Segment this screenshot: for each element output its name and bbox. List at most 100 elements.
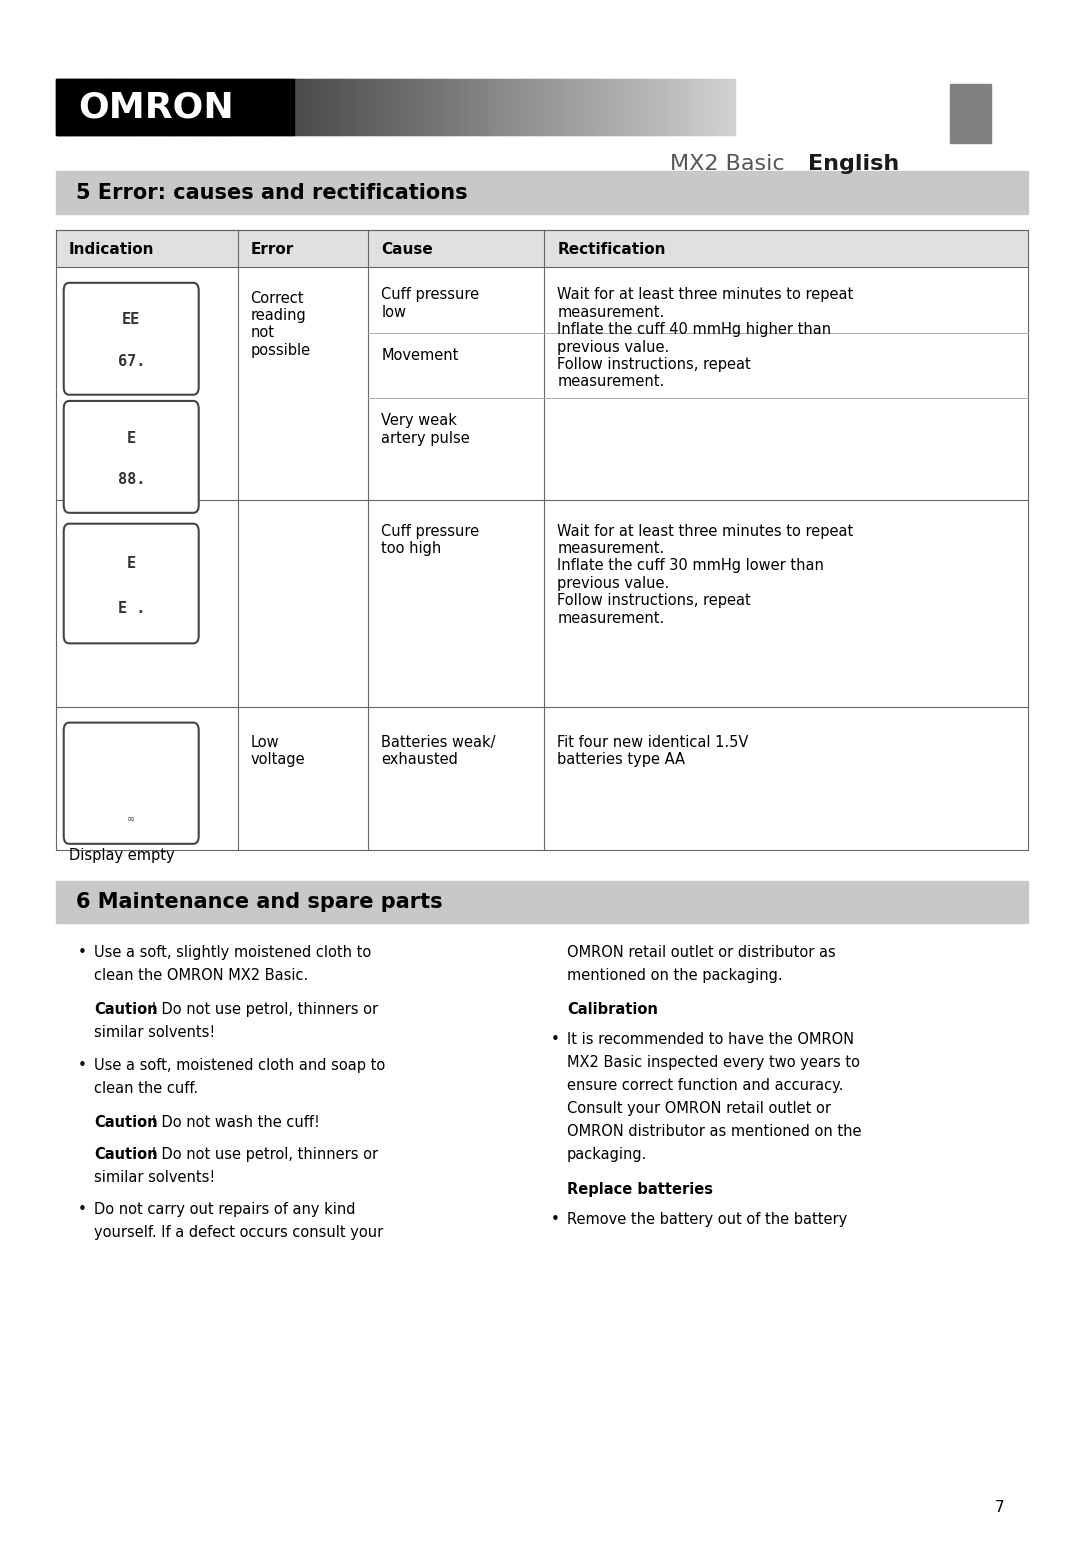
- Text: Caution: Caution: [94, 1116, 158, 1130]
- Bar: [151, 79, 154, 135]
- Bar: [267, 79, 270, 135]
- Bar: [503, 79, 508, 135]
- Text: •: •: [551, 1212, 559, 1226]
- Bar: [316, 79, 320, 135]
- Bar: [710, 79, 713, 135]
- Bar: [244, 79, 247, 135]
- Text: Do not carry out repairs of any kind: Do not carry out repairs of any kind: [94, 1203, 355, 1217]
- Bar: [431, 79, 435, 135]
- Bar: [292, 79, 295, 135]
- Bar: [395, 79, 399, 135]
- Bar: [190, 79, 193, 135]
- Bar: [114, 79, 119, 135]
- Text: •: •: [78, 1058, 86, 1072]
- FancyBboxPatch shape: [64, 283, 199, 395]
- Bar: [294, 79, 297, 135]
- Bar: [718, 79, 721, 135]
- Bar: [302, 79, 306, 135]
- Bar: [573, 79, 577, 135]
- Text: similar solvents!: similar solvents!: [94, 1026, 215, 1040]
- Bar: [730, 79, 733, 135]
- Bar: [352, 79, 355, 135]
- Bar: [269, 79, 272, 135]
- Text: ∞: ∞: [127, 814, 135, 824]
- Bar: [199, 79, 202, 135]
- Bar: [149, 79, 152, 135]
- Bar: [660, 79, 663, 135]
- Bar: [536, 79, 539, 135]
- Bar: [87, 79, 91, 135]
- Bar: [544, 79, 548, 135]
- Bar: [156, 79, 159, 135]
- Text: Cuff pressure
too high: Cuff pressure too high: [381, 524, 480, 556]
- Bar: [221, 79, 225, 135]
- Bar: [217, 79, 220, 135]
- Bar: [381, 79, 386, 135]
- Bar: [565, 79, 568, 135]
- Bar: [75, 79, 78, 135]
- Bar: [724, 79, 727, 135]
- Bar: [232, 79, 235, 135]
- Bar: [534, 79, 537, 135]
- Bar: [72, 79, 76, 135]
- Bar: [176, 79, 179, 135]
- Bar: [183, 79, 186, 135]
- Bar: [662, 79, 665, 135]
- Bar: [598, 79, 602, 135]
- Bar: [626, 79, 630, 135]
- Bar: [60, 79, 64, 135]
- Bar: [606, 79, 609, 135]
- Text: MX2 Basic inspected every two years to: MX2 Basic inspected every two years to: [567, 1055, 860, 1071]
- Bar: [726, 79, 729, 135]
- Bar: [678, 79, 681, 135]
- Bar: [571, 79, 575, 135]
- Bar: [637, 79, 640, 135]
- Bar: [418, 79, 421, 135]
- Bar: [203, 79, 206, 135]
- Bar: [629, 79, 632, 135]
- Bar: [377, 79, 380, 135]
- Text: Remove the battery out of the battery: Remove the battery out of the battery: [567, 1212, 847, 1226]
- Text: Low
voltage: Low voltage: [251, 735, 306, 768]
- Bar: [720, 79, 725, 135]
- Bar: [391, 79, 394, 135]
- Bar: [404, 79, 407, 135]
- Bar: [242, 79, 245, 135]
- Bar: [680, 79, 684, 135]
- Bar: [590, 79, 593, 135]
- Bar: [58, 79, 62, 135]
- Bar: [712, 79, 715, 135]
- Bar: [167, 79, 171, 135]
- Text: similar solvents!: similar solvents!: [94, 1170, 215, 1186]
- Bar: [145, 79, 148, 135]
- Bar: [102, 79, 105, 135]
- Text: ! Do not wash the cuff!: ! Do not wash the cuff!: [151, 1116, 320, 1130]
- Bar: [673, 79, 677, 135]
- Bar: [459, 79, 462, 135]
- Bar: [147, 79, 150, 135]
- Text: Caution: Caution: [94, 1002, 158, 1018]
- Bar: [631, 79, 634, 135]
- Text: ! Do not use petrol, thinners or: ! Do not use petrol, thinners or: [151, 1002, 378, 1018]
- Bar: [676, 79, 679, 135]
- Bar: [409, 79, 413, 135]
- Bar: [699, 79, 702, 135]
- Bar: [85, 79, 89, 135]
- Bar: [400, 79, 403, 135]
- Bar: [546, 79, 550, 135]
- Text: Consult your OMRON retail outlet or: Consult your OMRON retail outlet or: [567, 1102, 831, 1116]
- Text: Use a soft, slightly moistened cloth to: Use a soft, slightly moistened cloth to: [94, 945, 372, 960]
- Bar: [375, 79, 378, 135]
- Bar: [364, 79, 367, 135]
- Bar: [486, 79, 489, 135]
- Bar: [240, 79, 243, 135]
- Bar: [212, 79, 216, 135]
- Bar: [617, 79, 620, 135]
- Text: Error: Error: [251, 242, 294, 258]
- Bar: [716, 79, 719, 135]
- Text: OMRON: OMRON: [78, 90, 233, 124]
- Bar: [482, 79, 485, 135]
- Bar: [463, 79, 467, 135]
- Bar: [434, 79, 437, 135]
- Bar: [642, 79, 645, 135]
